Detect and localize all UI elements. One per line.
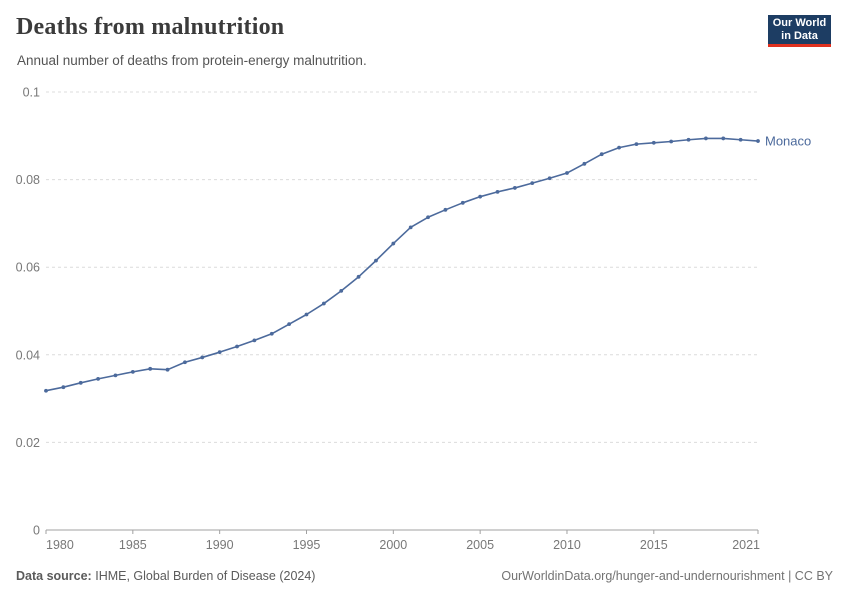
- x-tick-label: 1995: [293, 538, 321, 552]
- y-tick-label: 0.1: [23, 86, 40, 100]
- data-point[interactable]: [565, 171, 569, 175]
- data-point[interactable]: [408, 225, 413, 230]
- data-point[interactable]: [617, 145, 621, 150]
- y-tick-label: 0.06: [16, 261, 40, 275]
- data-point[interactable]: [287, 322, 292, 327]
- data-point[interactable]: [582, 161, 587, 166]
- page-title: Deaths from malnutrition: [16, 14, 285, 40]
- data-point[interactable]: [165, 367, 170, 372]
- data-point[interactable]: [183, 360, 187, 365]
- data-point[interactable]: [478, 194, 483, 199]
- data-point[interactable]: [426, 215, 430, 220]
- data-point[interactable]: [235, 344, 239, 349]
- y-tick-label: 0.04: [16, 348, 40, 362]
- x-tick-label: 2005: [466, 538, 494, 552]
- data-point[interactable]: [217, 350, 222, 355]
- data-point[interactable]: [460, 200, 465, 205]
- data-point[interactable]: [651, 140, 656, 145]
- x-tick-label: 1985: [119, 538, 147, 552]
- data-point[interactable]: [634, 142, 639, 147]
- data-point[interactable]: [599, 152, 604, 157]
- y-tick-label: 0.02: [16, 436, 40, 450]
- data-point[interactable]: [547, 176, 552, 181]
- data-point[interactable]: [704, 136, 708, 141]
- data-source: Data source: IHME, Global Burden of Dise…: [16, 568, 315, 584]
- x-tick-label: 2021: [732, 538, 760, 552]
- series-line-monaco[interactable]: [45, 137, 759, 392]
- data-point[interactable]: [756, 139, 760, 143]
- data-point[interactable]: [686, 137, 691, 142]
- data-point[interactable]: [356, 274, 361, 279]
- data-point[interactable]: [721, 136, 726, 141]
- data-point[interactable]: [669, 139, 674, 144]
- data-point[interactable]: [269, 331, 274, 336]
- data-point[interactable]: [443, 207, 448, 212]
- data-point[interactable]: [96, 376, 100, 381]
- x-tick-label: 2015: [640, 538, 668, 552]
- data-point[interactable]: [339, 288, 344, 293]
- y-tick-label: 0.08: [16, 173, 40, 187]
- data-point[interactable]: [113, 373, 118, 378]
- data-point[interactable]: [495, 189, 500, 194]
- data-point[interactable]: [61, 385, 66, 390]
- data-point[interactable]: [78, 380, 83, 385]
- data-point[interactable]: [374, 258, 378, 263]
- data-point[interactable]: [530, 181, 535, 186]
- data-source-label: Data source:: [16, 569, 92, 583]
- data-point[interactable]: [200, 355, 205, 360]
- x-tick-label: 2010: [553, 538, 581, 552]
- chart-footer: Data source: IHME, Global Burden of Dise…: [16, 568, 833, 584]
- x-tick-label: 2000: [379, 538, 407, 552]
- data-point[interactable]: [252, 338, 257, 343]
- data-source-text: IHME, Global Burden of Disease (2024): [95, 569, 316, 583]
- data-point[interactable]: [148, 366, 153, 371]
- data-point[interactable]: [44, 388, 48, 393]
- data-point[interactable]: [738, 137, 743, 142]
- y-tick-label: 0: [33, 524, 40, 538]
- data-point[interactable]: [130, 369, 135, 374]
- owid-logo[interactable]: Our World in Data: [768, 15, 831, 47]
- data-point[interactable]: [304, 312, 309, 317]
- x-tick-label: 1990: [206, 538, 234, 552]
- owid-logo-line2: in Data: [781, 29, 818, 42]
- data-point[interactable]: [321, 301, 326, 306]
- credit-link[interactable]: OurWorldinData.org/hunger-and-undernouri…: [501, 569, 833, 583]
- owid-logo-line1: Our World: [772, 16, 827, 29]
- chart-subtitle: Annual number of deaths from protein-ene…: [17, 53, 367, 68]
- x-tick-label: 1980: [46, 538, 74, 552]
- series-label-monaco[interactable]: Monaco: [765, 134, 811, 149]
- data-point[interactable]: [512, 186, 517, 190]
- data-point[interactable]: [391, 241, 396, 246]
